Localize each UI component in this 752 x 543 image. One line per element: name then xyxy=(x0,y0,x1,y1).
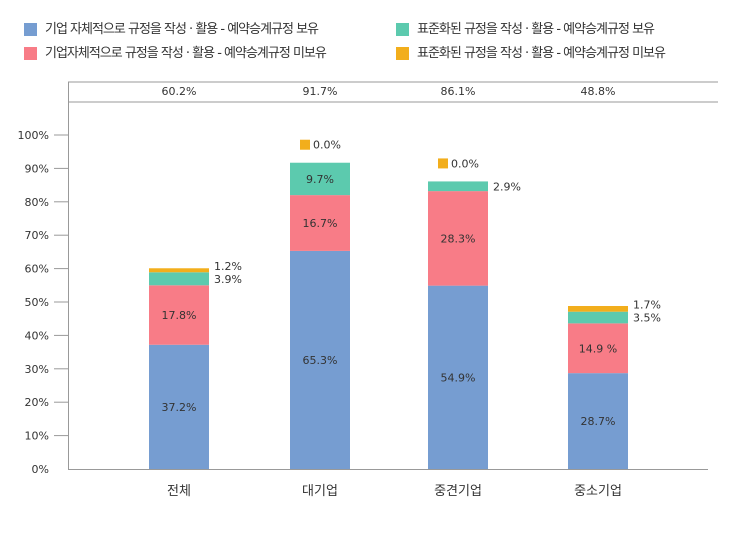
data-label: 37.2% xyxy=(162,401,197,414)
legend: 기업 자체적으로 규정을 작성 · 활용 - 예약승계규정 보유 표준화된 규정… xyxy=(24,22,750,62)
y-tick-label: 10% xyxy=(25,430,49,443)
y-tick-label: 20% xyxy=(25,396,49,409)
bar-segment xyxy=(428,191,488,286)
legend-swatch xyxy=(24,23,37,36)
legend-swatch xyxy=(396,23,409,36)
legend-label: 기업 자체적으로 규정을 작성 · 활용 - 예약승계규정 보유 xyxy=(45,22,319,37)
data-label: 1.2% xyxy=(214,260,242,273)
data-label: 3.5% xyxy=(633,312,661,325)
bar-segment xyxy=(428,181,488,192)
total-label: 86.1% xyxy=(441,85,476,98)
bar-segment xyxy=(568,306,628,312)
bar-segment xyxy=(568,323,628,374)
data-label: 0.0% xyxy=(451,157,479,170)
bar-segment xyxy=(149,344,209,469)
legend-label: 기업자체적으로 규정을 작성 · 활용 - 예약승계규정 미보유 xyxy=(45,46,327,61)
data-label: 65.3% xyxy=(303,354,338,367)
bar-segment xyxy=(290,250,350,469)
legend-swatch xyxy=(396,47,409,60)
total-label: 91.7% xyxy=(303,85,338,98)
legend-label: 표준화된 규정을 작성 · 활용 - 예약승계규정 보유 xyxy=(417,22,655,37)
data-label: 3.9% xyxy=(214,273,242,286)
bar-segment xyxy=(290,162,350,196)
legend-label: 표준화된 규정을 작성 · 활용 - 예약승계규정 미보유 xyxy=(417,46,666,61)
data-label: 9.7% xyxy=(306,173,334,186)
x-tick-label: 대기업 xyxy=(302,484,338,499)
data-label: 1.7% xyxy=(633,299,661,312)
y-tick-label: 90% xyxy=(25,162,49,175)
y-tick-label: 50% xyxy=(25,296,49,309)
x-tick-label: 중견기업 xyxy=(434,484,482,499)
y-tick-label: 100% xyxy=(18,129,49,142)
x-tick-label: 중소기업 xyxy=(574,484,622,499)
bar-segment xyxy=(149,268,209,273)
data-label: 28.7% xyxy=(581,415,616,428)
y-tick-label: 60% xyxy=(25,263,49,276)
bar-segment xyxy=(428,285,488,469)
zero-value-marker xyxy=(300,139,310,150)
data-label: 28.3% xyxy=(441,232,476,245)
data-label: 0.0% xyxy=(313,139,341,152)
zero-value-marker xyxy=(438,158,448,169)
legend-swatch xyxy=(24,47,37,60)
bar-segment xyxy=(568,373,628,469)
y-tick-label: 30% xyxy=(25,363,49,376)
legend-item-4: 표준화된 규정을 작성 · 활용 - 예약승계규정 미보유 xyxy=(396,46,750,62)
legend-item-3: 표준화된 규정을 작성 · 활용 - 예약승계규정 보유 xyxy=(396,22,750,38)
data-label: 2.9% xyxy=(493,180,521,193)
bar-segment xyxy=(149,285,209,345)
y-tick-label: 0% xyxy=(32,463,49,476)
bar-segment xyxy=(290,195,350,251)
data-label: 16.7% xyxy=(303,217,338,230)
total-label: 48.8% xyxy=(581,85,616,98)
y-tick-label: 80% xyxy=(25,196,49,209)
data-label: 54.9% xyxy=(441,371,476,384)
data-label: 17.8% xyxy=(162,309,197,322)
x-tick-label: 전체 xyxy=(167,484,191,499)
bar-segment xyxy=(568,311,628,324)
data-label: 14.9 % xyxy=(579,342,617,355)
total-label: 60.2% xyxy=(162,85,197,98)
legend-item-1: 기업 자체적으로 규정을 작성 · 활용 - 예약승계규정 보유 xyxy=(24,22,396,38)
y-tick-label: 40% xyxy=(25,329,49,342)
bar-segment xyxy=(149,272,209,286)
legend-item-2: 기업자체적으로 규정을 작성 · 활용 - 예약승계규정 미보유 xyxy=(24,46,396,62)
y-tick-label: 70% xyxy=(25,229,49,242)
